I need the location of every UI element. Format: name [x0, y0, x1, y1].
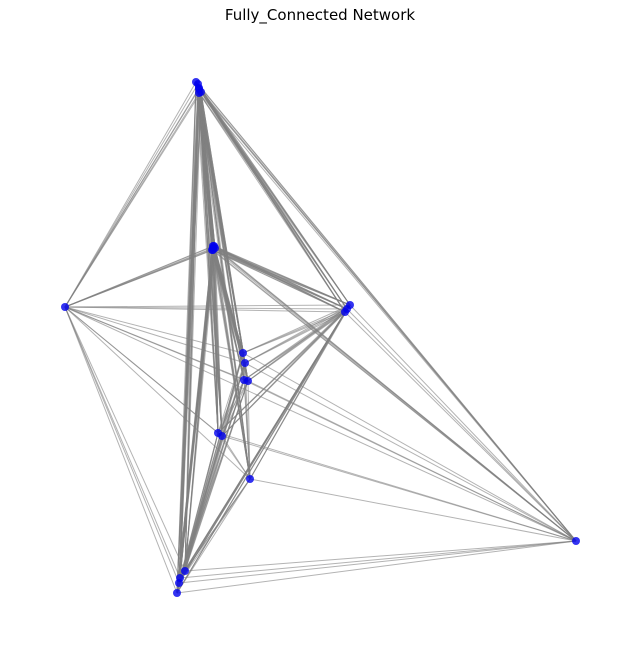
network-edge [176, 91, 202, 594]
network-edge [178, 540, 577, 584]
network-edge [212, 249, 577, 542]
network-node [173, 589, 181, 597]
network-edge [64, 306, 178, 594]
network-edge [200, 91, 214, 247]
network-edge [64, 88, 200, 308]
network-edge [64, 91, 202, 308]
network-edge [346, 308, 577, 542]
network-edge [221, 435, 577, 542]
network-node [192, 78, 200, 86]
network-edge [212, 249, 346, 313]
network-edge [64, 81, 197, 308]
network-edge [249, 311, 346, 480]
network-edge [64, 306, 251, 480]
network-edge [64, 306, 246, 364]
network-edge [176, 540, 577, 594]
network-node [218, 432, 226, 440]
network-edge [176, 311, 346, 594]
network-edge [64, 306, 348, 310]
network-node [175, 579, 183, 587]
network-edge [212, 245, 348, 310]
network-edge [212, 245, 251, 480]
network-node [239, 349, 247, 357]
network-edge [212, 245, 351, 306]
network-edge [212, 245, 249, 382]
network-edge [217, 380, 249, 434]
network-node [61, 303, 69, 311]
network-edge [242, 311, 346, 354]
network-edge [212, 245, 577, 542]
chart-title: Fully_Connected Network [224, 6, 416, 24]
network-edge [221, 435, 251, 480]
network-node [197, 88, 205, 96]
network-edge [184, 540, 577, 572]
network-edge [64, 306, 577, 542]
network-edge [221, 311, 346, 437]
network-edge [179, 540, 577, 579]
network-edge [200, 91, 577, 542]
network-edge [244, 362, 577, 542]
network-edge [344, 311, 577, 542]
network-edge [247, 311, 346, 382]
network-node [246, 475, 254, 483]
network-edge [217, 379, 245, 434]
network-edge [200, 91, 346, 313]
network-edge [243, 311, 346, 381]
network-edge [221, 380, 249, 437]
network-edge [64, 306, 249, 382]
network-edge [178, 478, 251, 584]
network-edge [64, 245, 214, 308]
network-edge [349, 304, 577, 542]
edge-layer [64, 81, 577, 594]
network-edge [249, 478, 577, 542]
network-node [181, 567, 189, 575]
network-edge [212, 245, 223, 437]
network-edge [200, 91, 251, 480]
network-edge [244, 311, 346, 364]
network-edge [176, 478, 251, 594]
network-node [209, 242, 217, 250]
network-edge [176, 81, 197, 594]
network-edge [176, 245, 214, 594]
network-edge [176, 435, 223, 594]
network-edge [212, 245, 346, 313]
network-node [572, 537, 580, 545]
network-edge [242, 352, 577, 542]
network-node [241, 359, 249, 367]
network-edge [200, 91, 249, 382]
node-layer [61, 78, 580, 597]
network-edge [64, 306, 346, 313]
network-edge [64, 249, 214, 308]
network-edge [247, 380, 577, 542]
network-edge [243, 379, 251, 480]
network-edge [64, 306, 180, 584]
network-edge [64, 306, 186, 572]
network-edge [247, 380, 251, 480]
network-edge [217, 362, 246, 434]
network-node [341, 308, 349, 316]
network-node [244, 377, 252, 385]
